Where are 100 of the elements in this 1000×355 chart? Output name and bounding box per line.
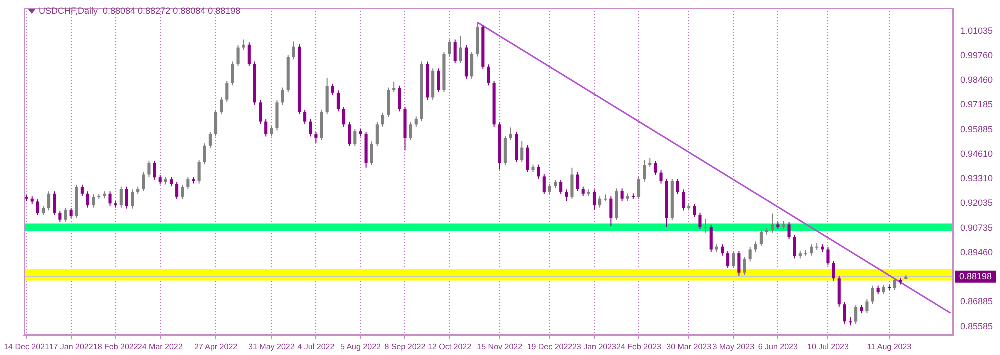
candlestick bbox=[270, 126, 274, 138]
candlestick bbox=[448, 39, 452, 58]
candlestick bbox=[153, 160, 156, 180]
candlestick bbox=[788, 222, 791, 240]
candlestick bbox=[248, 42, 251, 67]
candlestick bbox=[80, 184, 84, 197]
chart-title: USDCHF,Daily 0.88084 0.88272 0.88084 0.88198 bbox=[39, 6, 241, 16]
x-tick-label: 31 May 2022 bbox=[248, 342, 296, 352]
candlestick bbox=[682, 189, 686, 212]
candlestick bbox=[732, 250, 736, 269]
candlestick bbox=[381, 112, 385, 128]
candlestick bbox=[882, 284, 886, 295]
candlestick bbox=[170, 176, 174, 188]
candlestick bbox=[710, 224, 713, 253]
candlestick bbox=[414, 116, 418, 128]
x-tick-label: 24 Feb 2023 bbox=[616, 342, 662, 352]
candlestick bbox=[704, 219, 708, 234]
candlestick bbox=[125, 186, 128, 210]
candlestick bbox=[582, 186, 585, 197]
candlestick bbox=[487, 64, 490, 86]
candlestick bbox=[48, 191, 51, 212]
candlestick bbox=[738, 250, 741, 276]
candlestick bbox=[148, 160, 151, 178]
candlestick bbox=[610, 196, 613, 227]
x-tick-label: 23 Jan 2023 bbox=[572, 342, 618, 352]
candlestick bbox=[131, 189, 134, 210]
candlestick bbox=[259, 100, 262, 125]
x-tick-label: 15 Nov 2022 bbox=[477, 342, 524, 352]
candlestick bbox=[64, 208, 68, 223]
x-tick-label: 8 Sep 2022 bbox=[384, 342, 426, 352]
candlestick bbox=[336, 90, 340, 112]
candlestick bbox=[208, 132, 212, 149]
candlestick bbox=[370, 141, 374, 166]
candlestick bbox=[392, 81, 396, 93]
candlestick bbox=[331, 83, 334, 96]
y-tick-label: 0.97185 bbox=[960, 100, 994, 110]
candlestick bbox=[576, 172, 580, 192]
candlestick bbox=[181, 184, 184, 200]
y-tick-label: 0.93310 bbox=[960, 174, 994, 184]
x-tick-label: 12 Oct 2022 bbox=[428, 342, 472, 352]
x-tick-label: 17 Jan 2022 bbox=[49, 342, 94, 352]
y-tick-label: 0.85585 bbox=[960, 321, 994, 332]
candlestick bbox=[654, 160, 658, 176]
y-tick-label: 0.86885 bbox=[960, 296, 994, 307]
candlestick bbox=[693, 204, 696, 218]
candlestick bbox=[771, 213, 774, 234]
candlestick bbox=[643, 160, 646, 182]
candlestick bbox=[526, 145, 530, 173]
candlestick bbox=[760, 230, 763, 247]
candlestick bbox=[220, 97, 224, 116]
candlestick bbox=[871, 285, 874, 305]
candlestick bbox=[459, 35, 462, 64]
candlestick bbox=[637, 176, 641, 200]
candlestick bbox=[92, 194, 96, 208]
x-tick-label: 6 Jun 2023 bbox=[758, 342, 798, 352]
x-tick-label: 10 Jul 2023 bbox=[808, 342, 850, 352]
candlestick bbox=[376, 122, 379, 147]
candlestick bbox=[342, 106, 346, 128]
candlestick bbox=[292, 41, 296, 60]
y-tick-label: 0.90735 bbox=[960, 222, 994, 233]
ref-line-label: 0.88198 bbox=[959, 271, 992, 282]
candlestick bbox=[570, 167, 574, 200]
candlestick bbox=[36, 198, 40, 216]
candlestick bbox=[854, 304, 858, 325]
candlestick bbox=[264, 119, 268, 138]
candlestick bbox=[843, 302, 846, 324]
candlestick bbox=[226, 80, 229, 103]
x-tick-label: 4 Jul 2022 bbox=[298, 342, 336, 352]
candlestick bbox=[214, 109, 218, 138]
x-tick-label: 19 Dec 2022 bbox=[527, 342, 574, 352]
candlestick bbox=[437, 68, 440, 93]
x-tick-label: 3 May 2023 bbox=[712, 342, 756, 352]
candlestick bbox=[186, 176, 190, 190]
y-tick-label: 0.89460 bbox=[960, 247, 994, 258]
candlestick bbox=[565, 189, 568, 202]
x-tick-label: 5 Aug 2022 bbox=[340, 342, 382, 352]
candlestick bbox=[348, 122, 352, 147]
candlestick bbox=[158, 174, 162, 186]
candlestick bbox=[304, 109, 307, 125]
candlestick bbox=[354, 128, 357, 147]
y-tick-label: 0.99760 bbox=[960, 50, 994, 60]
candlestick bbox=[866, 298, 869, 314]
candlestick bbox=[470, 52, 474, 80]
candlestick bbox=[542, 174, 546, 195]
candlestick bbox=[810, 244, 814, 256]
candlestick bbox=[42, 206, 46, 216]
x-tick-label: 27 Apr 2022 bbox=[194, 342, 238, 352]
candlestick bbox=[120, 186, 123, 208]
candlestick bbox=[520, 140, 524, 164]
candlestick bbox=[620, 188, 624, 202]
candlestick bbox=[176, 182, 179, 200]
candlestick bbox=[726, 250, 730, 269]
candlestick bbox=[53, 191, 56, 216]
x-tick-label: 14 Dec 2021 bbox=[4, 342, 50, 352]
candlestick bbox=[409, 122, 412, 142]
candlestick bbox=[198, 160, 201, 184]
candlestick bbox=[720, 244, 724, 256]
candlestick bbox=[592, 189, 596, 210]
candlestick bbox=[598, 196, 602, 208]
candlestick bbox=[893, 278, 897, 291]
